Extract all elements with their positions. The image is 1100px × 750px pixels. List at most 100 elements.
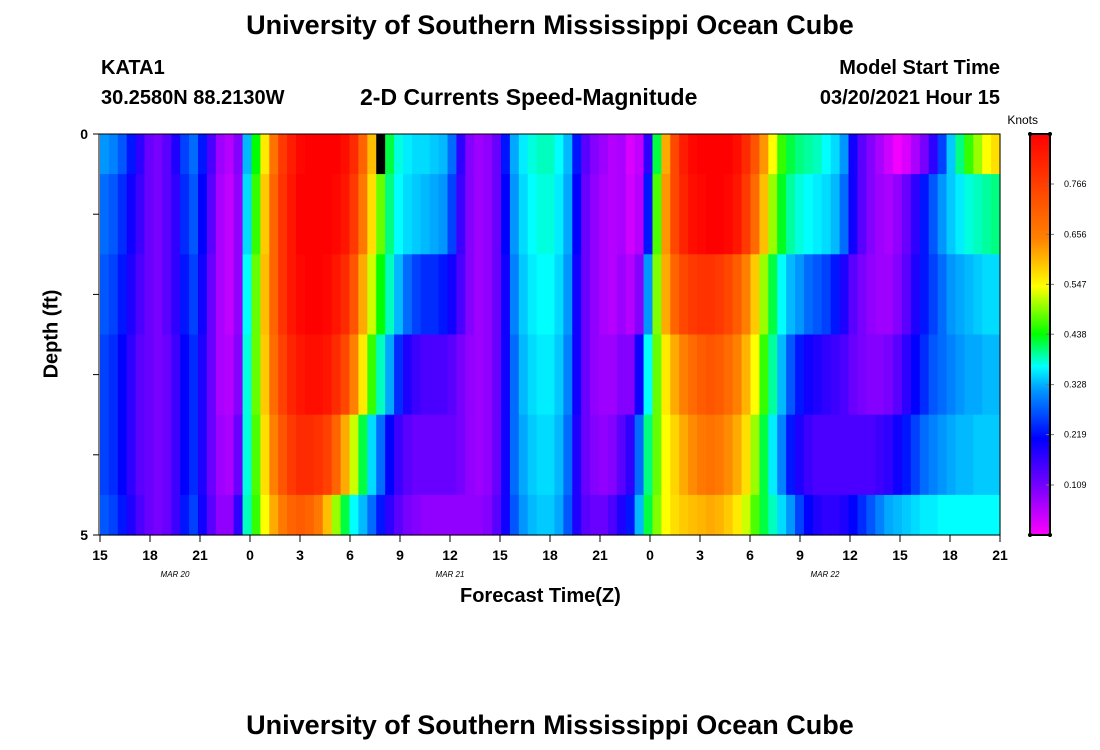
heatmap-cell xyxy=(492,174,502,255)
footer-title: University of Southern Mississippi Ocean… xyxy=(246,710,854,740)
heatmap-cell xyxy=(456,134,466,175)
colorbar-tick-label: 0.547 xyxy=(1064,279,1087,289)
heatmap-cell xyxy=(982,334,992,416)
x-tick-label: 6 xyxy=(346,547,354,563)
x-tick-label: 0 xyxy=(646,547,654,563)
heatmap-cell xyxy=(108,334,119,416)
heatmap-cell xyxy=(322,414,333,496)
heatmap-cell xyxy=(643,494,654,536)
heatmap-cell xyxy=(777,254,787,336)
heatmap-cell xyxy=(732,414,743,496)
heatmap-cell xyxy=(955,414,965,496)
heatmap-cell xyxy=(946,134,957,175)
heatmap-cell xyxy=(964,414,974,496)
heatmap-cell xyxy=(500,134,511,175)
heatmap-cell xyxy=(278,174,288,255)
heatmap-cell xyxy=(331,254,342,336)
heatmap-cell xyxy=(768,334,778,416)
heatmap-cell xyxy=(643,334,654,416)
heatmap-cell xyxy=(599,414,609,496)
heatmap-cell xyxy=(394,334,404,416)
heatmap-cell xyxy=(857,494,867,536)
heatmap-cell xyxy=(518,174,529,255)
heatmap-cell xyxy=(554,174,564,255)
heatmap-cell xyxy=(768,494,778,536)
heatmap-cell xyxy=(144,254,155,336)
heatmap-cell xyxy=(420,414,431,496)
heatmap-cell xyxy=(500,254,511,336)
heatmap-cell xyxy=(643,414,654,496)
heatmap-cell xyxy=(304,414,315,496)
heatmap-cell xyxy=(563,174,573,255)
heatmap-cell xyxy=(688,334,698,416)
heatmap-cell xyxy=(527,254,538,336)
heatmap-cell xyxy=(518,334,529,416)
heatmap-cell xyxy=(483,414,493,496)
heatmap-cell xyxy=(171,414,181,496)
heatmap-cell xyxy=(394,254,404,336)
heatmap-cell xyxy=(777,414,787,496)
heatmap-cell xyxy=(215,254,226,336)
heatmap-cell xyxy=(349,414,360,496)
heatmap-cell xyxy=(233,414,244,496)
heatmap-cell xyxy=(795,254,805,336)
heatmap-cell xyxy=(126,174,137,255)
heatmap-cell xyxy=(714,414,725,496)
heatmap-cell xyxy=(714,334,725,416)
heatmap-cell xyxy=(563,134,573,175)
heatmap-cell xyxy=(732,334,743,416)
heatmap-cell xyxy=(260,334,270,416)
heatmap-cell xyxy=(937,414,948,496)
heatmap-cell xyxy=(429,494,440,536)
heatmap-cell xyxy=(117,414,128,496)
heatmap-cell xyxy=(786,254,796,336)
heatmap-cell xyxy=(955,334,965,416)
heatmap-cell xyxy=(964,134,974,175)
heatmap-cell xyxy=(527,134,538,175)
heatmap-cell xyxy=(803,174,814,255)
heatmap-cell xyxy=(215,134,226,175)
heatmap-cell xyxy=(483,334,493,416)
heatmap-cell xyxy=(438,134,449,175)
heatmap-cell-missing xyxy=(376,134,386,175)
heatmap-cell xyxy=(705,174,716,255)
heatmap-cell xyxy=(688,134,698,175)
x-tick-label: 3 xyxy=(696,547,704,563)
heatmap-cell xyxy=(465,134,475,175)
heatmap-cell xyxy=(198,134,208,175)
heatmap-cell xyxy=(599,134,609,175)
heatmap-cell xyxy=(937,254,948,336)
heatmap-cell xyxy=(322,334,333,416)
heatmap-cell xyxy=(723,334,734,416)
x-axis: 15 18 21 0 3 6 9 12 15 18 21 0 3 6 9 12 15 18 21 xyxy=(92,535,1008,563)
heatmap-cell xyxy=(108,134,119,175)
heatmap-cell xyxy=(509,134,520,175)
heatmap-cell xyxy=(937,174,948,255)
colorbar-tick-label: 0.656 xyxy=(1064,229,1087,239)
heatmap-cell xyxy=(331,494,342,536)
heatmap-cell xyxy=(928,174,939,255)
heatmap-cell xyxy=(572,174,582,255)
heatmap-cell xyxy=(438,414,449,496)
heatmap-cell xyxy=(135,414,146,496)
heatmap-cell xyxy=(117,334,128,416)
heatmap-cell xyxy=(634,494,645,536)
heatmap-cell xyxy=(269,414,279,496)
heatmap-cell xyxy=(233,174,244,255)
heatmap-cell xyxy=(884,174,894,255)
heatmap-cell xyxy=(768,134,778,175)
heatmap-cell xyxy=(928,334,939,416)
heatmap-cell xyxy=(893,334,903,416)
heatmap-cell xyxy=(866,254,876,336)
heatmap-cell xyxy=(287,174,297,255)
heatmap-cell xyxy=(919,494,930,536)
heatmap-cell xyxy=(661,494,671,536)
heatmap-cell xyxy=(759,334,769,416)
heatmap-cell xyxy=(367,134,377,175)
heatmap-cell xyxy=(509,414,520,496)
heatmap-cell xyxy=(795,494,805,536)
heatmap-cell xyxy=(607,134,618,175)
heatmap-cell xyxy=(901,334,912,416)
heatmap-cell xyxy=(260,134,270,175)
heatmap-cell xyxy=(233,254,244,336)
